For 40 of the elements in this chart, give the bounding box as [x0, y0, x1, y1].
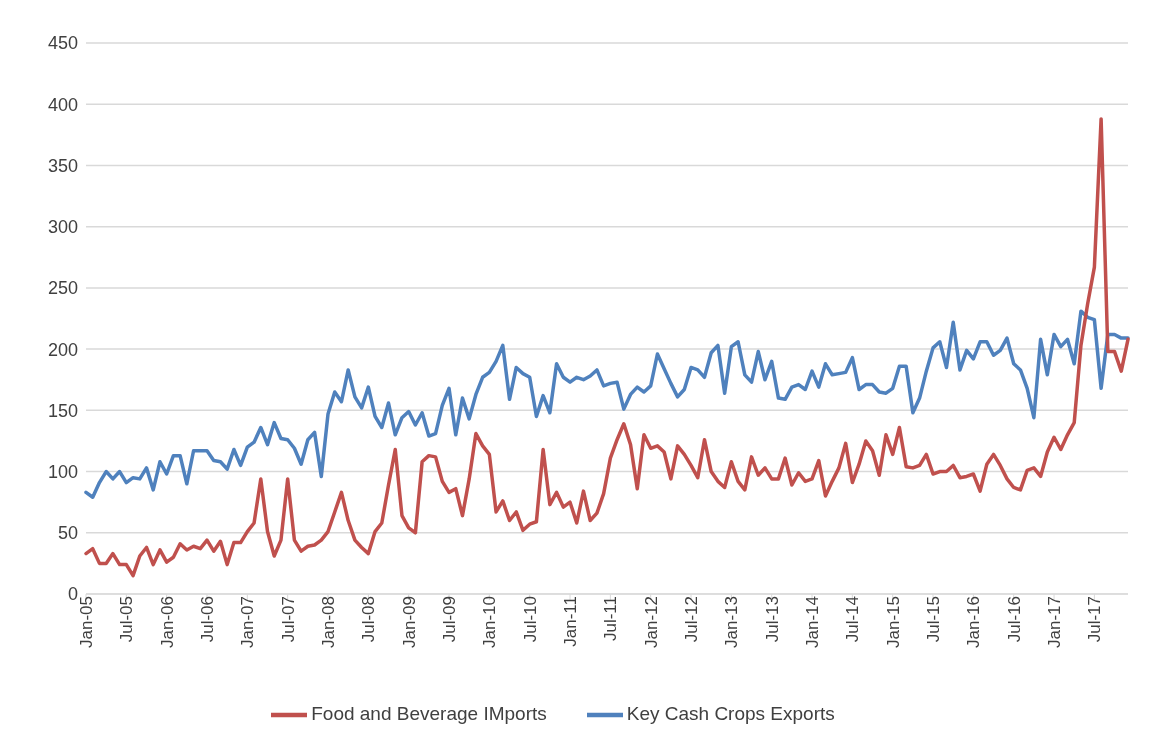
x-tick-label: Jul-06	[198, 596, 218, 643]
x-tick-label: Jan-16	[964, 596, 984, 648]
x-tick-label: Jul-10	[520, 596, 540, 643]
x-tick-label: Jul-07	[278, 596, 298, 643]
line-series	[84, 309, 1130, 500]
y-tick-label: 450	[47, 33, 78, 54]
x-tick-label: Jan-17	[1045, 596, 1065, 648]
x-tick-label: Jan-15	[883, 596, 903, 648]
x-tick-label: Jul-16	[1004, 596, 1024, 643]
x-tick-label: Jan-10	[480, 596, 500, 648]
x-tick-label: Jul-15	[924, 596, 944, 643]
x-tick-label: Jul-14	[843, 596, 863, 643]
x-tick-label: Jul-13	[762, 596, 782, 643]
y-tick-label: 150	[47, 400, 78, 421]
x-tick-label: Jan-13	[722, 596, 742, 648]
x-tick-label: Jul-12	[682, 596, 702, 643]
y-tick-label: 350	[47, 155, 78, 176]
y-tick-label: 250	[47, 278, 78, 299]
x-tick-label: Jan-12	[641, 596, 661, 648]
x-tick-label: Jul-05	[117, 596, 137, 643]
line-series	[84, 117, 1130, 578]
x-tick-label: Jul-09	[440, 596, 460, 643]
x-tick-label: Jul-08	[359, 596, 379, 643]
legend-label: Food and Beverage IMports	[311, 703, 547, 725]
x-tick-label: Jul-17	[1085, 596, 1105, 643]
x-tick-label: Jan-09	[399, 596, 419, 648]
y-tick-label: 200	[47, 339, 78, 360]
y-tick-label: 100	[47, 461, 78, 482]
y-tick-label: 400	[47, 94, 78, 115]
y-tick-label: 300	[47, 217, 78, 238]
x-tick-label: Jan-08	[319, 596, 339, 648]
x-tick-label: Jan-05	[77, 596, 97, 648]
y-tick-label: 50	[57, 523, 78, 544]
x-tick-label: Jan-11	[561, 596, 581, 647]
x-tick-label: Jul-11	[601, 596, 621, 642]
x-tick-label: Jan-07	[238, 596, 258, 648]
x-tick-label: Jan-14	[803, 596, 823, 648]
x-tick-label: Jan-06	[157, 596, 177, 648]
y-tick-label: 0	[67, 584, 78, 605]
legend-label: Key Cash Crops Exports	[626, 703, 835, 725]
